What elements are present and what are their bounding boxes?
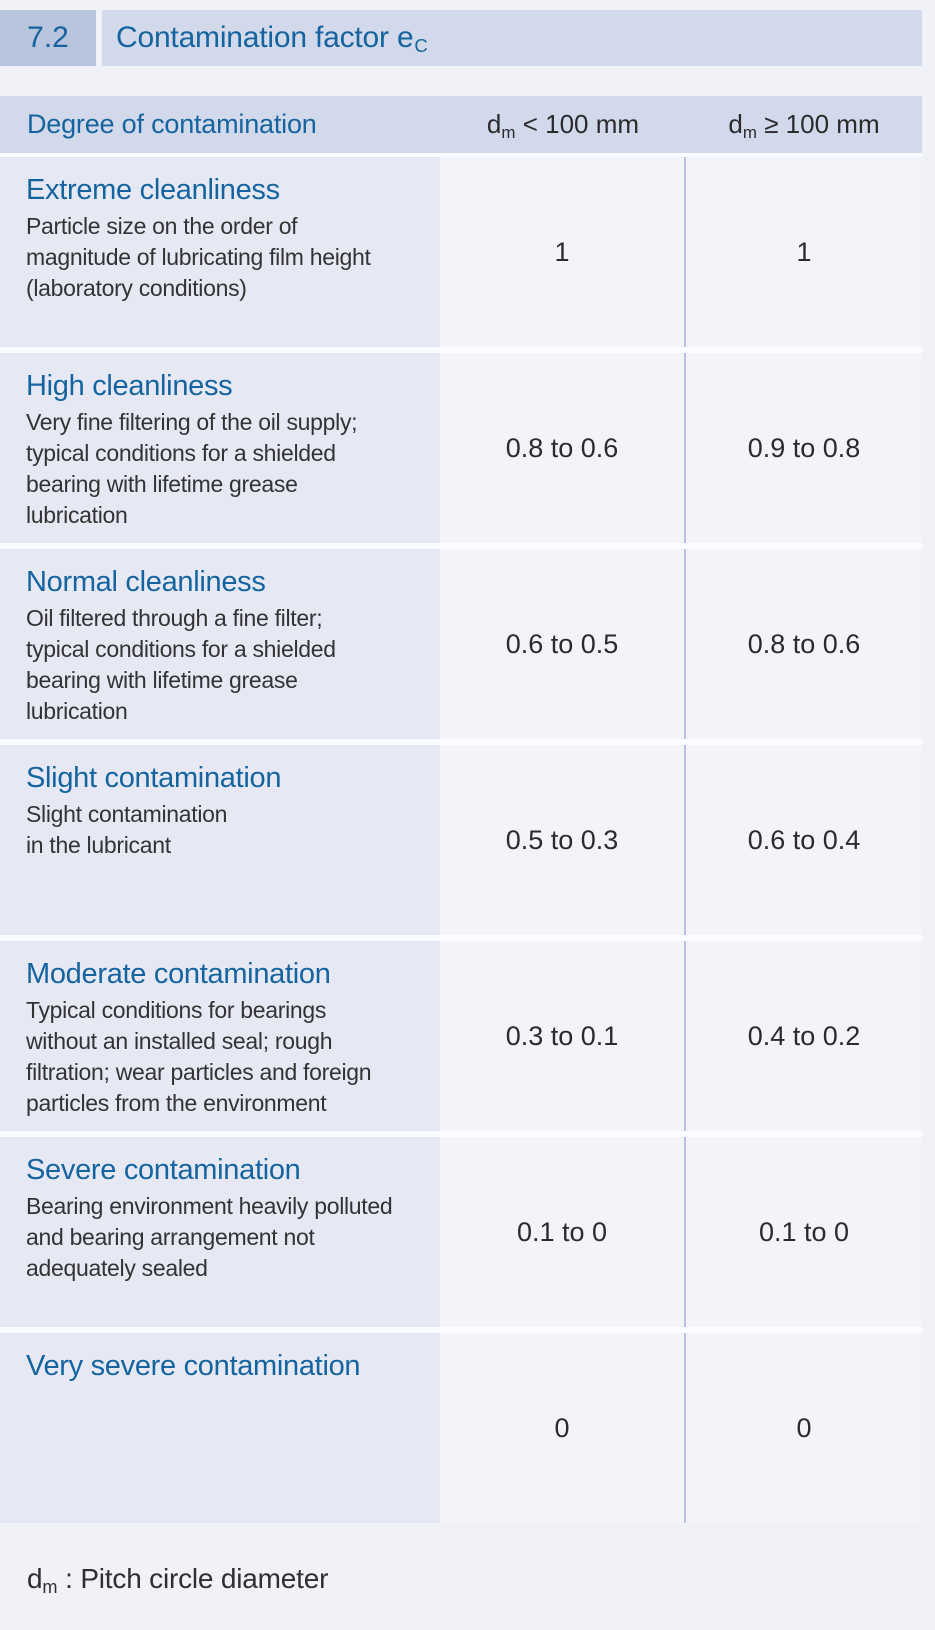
- column-header-dm-small: dm < 100 mm: [440, 96, 686, 153]
- value-cell-dm-small: 1: [440, 157, 686, 347]
- row-title: Slight contamination: [26, 762, 282, 794]
- footnote-symbol-letter: d: [27, 1563, 43, 1594]
- dm-symbol: dm: [728, 109, 757, 142]
- value-cell-dm-large: 0.9 to 0.8: [686, 353, 922, 543]
- value-cell-dm-large: 0.1 to 0: [686, 1137, 922, 1327]
- table-row-high-cleanliness: High cleanliness Very fine filtering of …: [0, 353, 922, 543]
- row-description: Very fine filtering of the oil supply; t…: [26, 409, 358, 528]
- row-title: Normal cleanliness: [26, 566, 266, 598]
- contamination-table: Degree of contamination dm < 100 mm dm ≥…: [0, 96, 922, 1523]
- degree-cell: Slight contamination Slight contaminatio…: [0, 745, 440, 935]
- section-header: 7.2 Contamination factor eC: [0, 10, 922, 66]
- dm-symbol-letter: d: [486, 109, 502, 139]
- value-cell-dm-small: 0.6 to 0.5: [440, 549, 686, 739]
- page-title-text: Contamination factor e: [116, 21, 414, 54]
- footnote-symbol: dm: [27, 1563, 58, 1598]
- dm-symbol-subscript: m: [501, 122, 516, 142]
- table-row-severe-contamination: Severe contamination Bearing environment…: [0, 1137, 922, 1327]
- value-cell-dm-small: 0.3 to 0.1: [440, 941, 686, 1131]
- table-row-extreme-cleanliness: Extreme cleanliness Particle size on the…: [0, 157, 922, 347]
- row-description: Particle size on the order of magnitude …: [26, 213, 371, 301]
- section-number-box: 7.2: [0, 10, 96, 66]
- page-title-subscript: C: [414, 34, 428, 56]
- row-description: Bearing environment heavily polluted and…: [26, 1193, 393, 1281]
- value-cell-dm-large: 1: [686, 157, 922, 347]
- row-title: Moderate contamination: [26, 958, 331, 990]
- page-title: Contamination factor eC: [116, 21, 428, 56]
- footnote-text: : Pitch circle diameter: [65, 1563, 329, 1594]
- dm-symbol-subscript: m: [742, 122, 757, 142]
- dm-symbol: dm: [486, 109, 516, 142]
- table-header-row: Degree of contamination dm < 100 mm dm ≥…: [0, 96, 922, 153]
- value-cell-dm-small: 0: [440, 1333, 686, 1523]
- footnote-symbol-subscript: m: [42, 1577, 58, 1598]
- row-description: Slight contamination in the lubricant: [26, 801, 228, 858]
- column-header-dm-large: dm ≥ 100 mm: [686, 96, 922, 153]
- section-number: 7.2: [27, 21, 69, 54]
- degree-cell: Severe contamination Bearing environment…: [0, 1137, 440, 1327]
- row-title: Extreme cleanliness: [26, 174, 280, 206]
- value-cell-dm-small: 0.1 to 0: [440, 1137, 686, 1327]
- degree-cell: Extreme cleanliness Particle size on the…: [0, 157, 440, 347]
- row-description: Typical conditions for bearings without …: [26, 997, 372, 1116]
- degree-cell: Very severe contamination: [0, 1333, 440, 1523]
- column-header-degree: Degree of contamination: [27, 109, 317, 139]
- title-band: Contamination factor eC: [102, 10, 922, 66]
- degree-cell: Moderate contamination Typical condition…: [0, 941, 440, 1131]
- footnote-pitch-circle-diameter: dm: Pitch circle diameter: [27, 1563, 935, 1598]
- dm-condition: < 100 mm: [522, 109, 640, 139]
- value-cell-dm-large: 0: [686, 1333, 922, 1523]
- value-cell-dm-large: 0.6 to 0.4: [686, 745, 922, 935]
- value-cell-dm-large: 0.8 to 0.6: [686, 549, 922, 739]
- table-row-slight-contamination: Slight contamination Slight contaminatio…: [0, 745, 922, 935]
- table-row-very-severe-contamination: Very severe contamination 0 0: [0, 1333, 922, 1523]
- row-description: Oil filtered through a fine filter; typi…: [26, 605, 336, 724]
- row-title: Very severe contamination: [26, 1350, 361, 1382]
- degree-cell: Normal cleanliness Oil filtered through …: [0, 549, 440, 739]
- dm-condition: ≥ 100 mm: [764, 109, 880, 139]
- table-row-normal-cleanliness: Normal cleanliness Oil filtered through …: [0, 549, 922, 739]
- table-row-moderate-contamination: Moderate contamination Typical condition…: [0, 941, 922, 1131]
- row-title: Severe contamination: [26, 1154, 301, 1186]
- degree-cell: High cleanliness Very fine filtering of …: [0, 353, 440, 543]
- row-title: High cleanliness: [26, 370, 233, 402]
- value-cell-dm-small: 0.5 to 0.3: [440, 745, 686, 935]
- value-cell-dm-small: 0.8 to 0.6: [440, 353, 686, 543]
- dm-symbol-letter: d: [728, 109, 743, 139]
- value-cell-dm-large: 0.4 to 0.2: [686, 941, 922, 1131]
